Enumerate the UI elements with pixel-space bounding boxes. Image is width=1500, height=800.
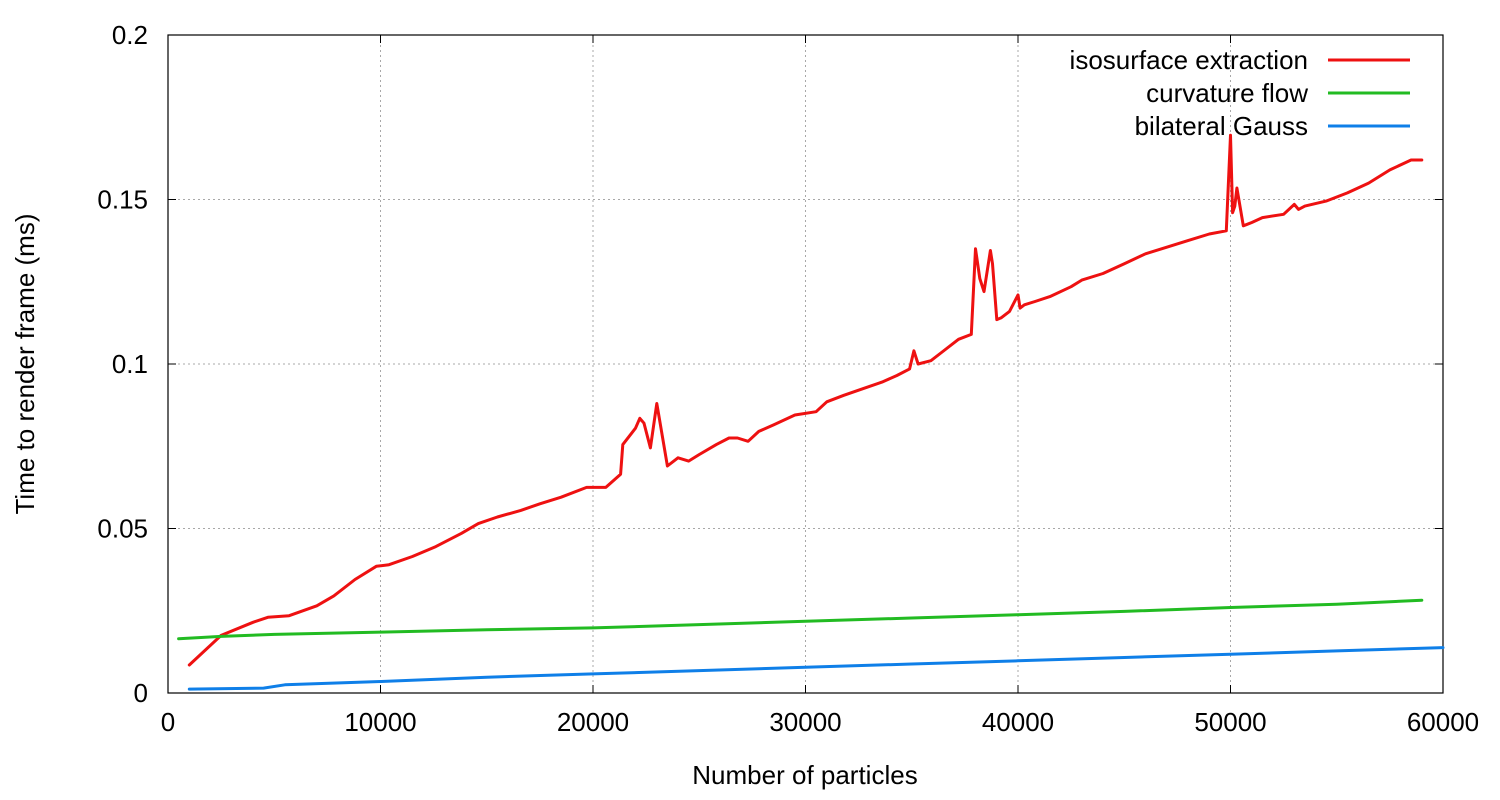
x-tick-label: 60000 [1407,707,1479,737]
series-line-curvature-flow [177,598,1424,641]
x-tick-label: 10000 [344,707,416,737]
x-axis-ticks: 0 10000 20000 30000 40000 50000 60000 [161,35,1479,737]
series-line-isosurface-extraction [187,133,1424,667]
series-lines [177,133,1445,691]
y-axis-label: Time to render frame (ms) [10,214,40,515]
x-tick-label: 40000 [982,707,1054,737]
y-tick-label: 0.15 [97,185,148,215]
x-tick-label: 20000 [557,707,629,737]
x-tick-label: 0 [161,707,175,737]
y-tick-label: 0.1 [112,349,148,379]
x-tick-label: 30000 [769,707,841,737]
legend-label: curvature flow [1146,78,1308,108]
x-axis-label: Number of particles [692,760,917,790]
y-tick-label: 0.2 [112,20,148,50]
x-tick-label: 50000 [1194,707,1266,737]
legend-label: bilateral Gauss [1135,111,1308,141]
y-tick-label: 0 [134,678,148,708]
legend-label: isosurface extraction [1070,45,1308,75]
y-tick-label: 0.05 [97,514,148,544]
y-axis-ticks: 0 0.05 0.1 0.15 0.2 [97,20,1443,708]
series-line-bilateral-gauss [187,646,1445,691]
